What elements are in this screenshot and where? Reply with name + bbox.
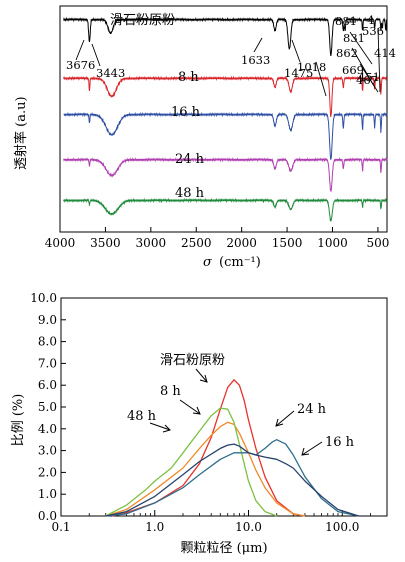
ftir-label-24h: 24 h [175, 152, 205, 167]
psd-x-tick-label: 0.1 [51, 520, 70, 534]
ftir-label-48h: 48 h [175, 186, 205, 201]
ftir-x-ticks: 4000 3500 3000 2500 2000 1500 1000 500 [45, 227, 389, 250]
arrow-24h-head [275, 418, 284, 427]
psd-chart: 0.0 1.0 2.0 3.0 4.0 5.0 6.0 7.0 8.0 9.0 10.0 0.1 1.0… [11, 291, 388, 556]
ftir-peak-label: 1475 [284, 66, 313, 80]
ftir-tick-label: 3000 [136, 236, 167, 250]
psd-series-line [105, 443, 359, 517]
psd-y-tick-label: 6.0 [38, 378, 57, 392]
psd-series-line [111, 379, 306, 517]
ftir-peak-label: 3676 [66, 58, 95, 72]
arrow-raw-head [199, 374, 208, 383]
psd-y-tick-label: 0.0 [38, 509, 57, 523]
ftir-tick-label: 1500 [272, 236, 303, 250]
psd-y-tick-label: 10.0 [30, 291, 57, 305]
ftir-peak-label: 669 [342, 63, 364, 77]
psd-xlabel: 颗粒粒径 (μm) [180, 541, 267, 556]
ftir-arrow [253, 37, 263, 53]
ftir-chart: 4000 3500 3000 2500 2000 1500 1000 500 36763443… [13, 5, 396, 270]
ftir-peak-label: 1018 [297, 60, 326, 74]
ftir-series-line [63, 197, 388, 222]
ftir-peak-label: 881 [335, 14, 357, 28]
ftir-series-line [63, 16, 388, 56]
ftir-tick-label: 1000 [317, 236, 348, 250]
ftir-label-16h: 16 h [171, 105, 201, 120]
psd-y-tick-label: 4.0 [38, 422, 57, 436]
ftir-tick-label: 2500 [181, 236, 212, 250]
arrow-8h [179, 399, 201, 415]
ftir-ylabel: 透射率 (a.u) [13, 96, 29, 170]
psd-series-line [105, 439, 359, 517]
ftir-xlabel-symbol: σ [203, 255, 213, 270]
psd-label-24h: 24 h [297, 402, 327, 417]
ftir-label-raw: 滑石粉原粉 [110, 13, 175, 28]
psd-label-8h: 8 h [160, 384, 181, 399]
arrow-raw [195, 368, 208, 383]
psd-label-16h: 16 h [325, 435, 355, 450]
ftir-tick-label: 3500 [90, 236, 121, 250]
ftir-curves [63, 16, 388, 222]
ftir-arrow [291, 39, 301, 63]
psd-x-tick-label: 1.0 [145, 520, 164, 534]
psd-plot-frame [60, 297, 388, 517]
ftir-plot-frame [59, 5, 388, 233]
ftir-arrow [359, 63, 379, 93]
ftir-peak-label: 3443 [96, 66, 125, 80]
ftir-xlabel: σ (cm⁻¹) [203, 255, 261, 270]
ftir-tick-label: 4000 [45, 236, 76, 250]
ftir-label-8h: 8 h [178, 70, 199, 85]
psd-y-tick-label: 7.0 [38, 356, 57, 370]
ftir-series-line [63, 111, 388, 160]
psd-label-raw: 滑石粉原粉 [160, 353, 225, 368]
arrow-8h-head [192, 406, 201, 415]
psd-ylabel: 比例 (%) [11, 394, 26, 447]
ftir-series-line [63, 75, 388, 118]
ftir-tick-label: 2000 [226, 236, 257, 250]
psd-label-48h: 48 h [127, 409, 157, 424]
psd-x-tick-label: 100.0 [325, 520, 359, 534]
arrow-48h-head [162, 424, 171, 433]
psd-curves [105, 379, 359, 517]
arrow-16h-head [301, 447, 310, 456]
ftir-arrow [377, 27, 381, 93]
ftir-annotations: 3676344316331475101888186283166953646745… [66, 13, 396, 97]
ftir-peak-label: 414 [374, 46, 396, 60]
ftir-peak-label: 1633 [241, 53, 270, 67]
psd-series-line [105, 421, 306, 517]
ftir-arrow [91, 43, 101, 67]
psd-series-line [105, 407, 277, 517]
psd-ticks: 0.0 1.0 2.0 3.0 4.0 5.0 6.0 7.0 8.0 9.0 10.0 0.1 1.0… [30, 291, 371, 534]
ftir-arrow [75, 39, 85, 61]
psd-y-tick-label: 2.0 [38, 465, 57, 479]
psd-x-tick-label: 10.0 [235, 520, 262, 534]
ftir-peak-label: 4 [367, 13, 374, 27]
ftir-series-line [63, 156, 388, 193]
arrow-24h [275, 410, 295, 427]
ftir-arrow [315, 61, 327, 97]
ftir-xlabel-unit: (cm⁻¹) [219, 255, 261, 270]
psd-y-tick-label: 8.0 [38, 335, 57, 349]
psd-y-tick-label: 1.0 [38, 487, 57, 501]
psd-y-tick-label: 3.0 [38, 444, 57, 458]
psd-arrows [149, 368, 323, 456]
ftir-arrow [349, 31, 373, 65]
arrow-16h [301, 441, 323, 456]
arrow-48h [149, 422, 171, 431]
ftir-tick-label: 500 [366, 236, 389, 250]
psd-y-tick-label: 5.0 [38, 400, 57, 414]
psd-y-tick-label: 9.0 [38, 313, 57, 327]
